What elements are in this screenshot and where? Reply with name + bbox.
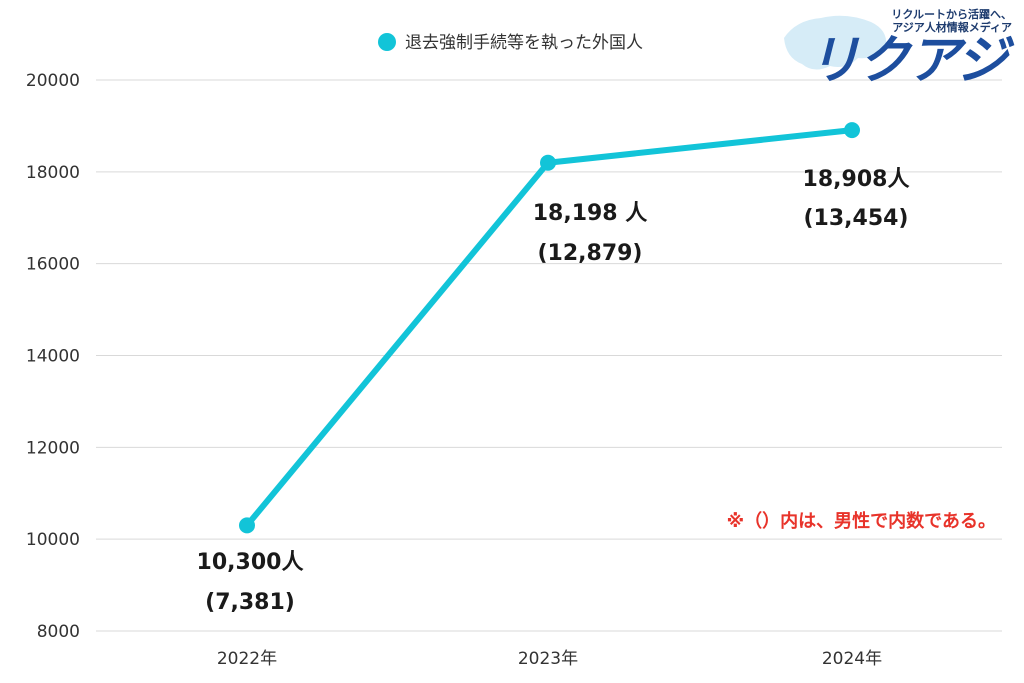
legend: 退去強制手続等を執った外国人	[378, 33, 643, 53]
y-tick-label: 12000	[26, 438, 80, 458]
y-tick-label: 16000	[26, 255, 80, 275]
asia-map-icon	[784, 15, 887, 70]
grid-lines	[96, 79, 1002, 632]
data-label-total: 18,908人	[803, 167, 910, 192]
y-tick-label: 8000	[37, 622, 80, 642]
data-label-total: 18,198 人	[533, 201, 648, 226]
legend-label: 退去強制手続等を執った外国人	[405, 33, 643, 53]
chart-note: ※（）内は、男性で内数である。	[727, 510, 996, 532]
data-labels: 10,300人 (7,381) 18,198 人 (12,879) 18,908人 (13…	[197, 167, 910, 615]
data-label-male: (13,454)	[803, 206, 908, 231]
data-label-total: 10,300人	[197, 550, 304, 575]
x-tick-label: 2022年	[217, 649, 277, 669]
legend-marker	[378, 33, 396, 51]
data-point-1	[540, 154, 556, 171]
data-points	[239, 122, 860, 534]
logo-tagline-2: アジア人材情報メディア	[892, 21, 1012, 34]
y-axis: 8000 10000 12000 14000 16000 18000 20000	[26, 71, 80, 642]
y-tick-label: 10000	[26, 530, 80, 550]
x-tick-label: 2023年	[518, 649, 578, 669]
data-point-2	[844, 122, 860, 139]
series-line	[244, 127, 855, 529]
x-axis: 2022年 2023年 2024年	[217, 649, 882, 669]
y-tick-label: 20000	[26, 71, 80, 91]
data-label-male: (12,879)	[537, 241, 642, 266]
y-tick-label: 14000	[26, 347, 80, 367]
y-tick-label: 18000	[26, 163, 80, 183]
data-label-male: (7,381)	[205, 590, 295, 615]
logo-name: リクアジ	[808, 31, 1008, 91]
series-lines	[244, 127, 855, 529]
x-tick-label: 2024年	[822, 649, 882, 669]
logo-tagline-1: リクルートから活躍へ、	[891, 8, 1012, 21]
logo: リクルートから活躍へ、 アジア人材情報メディア リクアジ	[766, 4, 1016, 96]
data-point-0	[239, 517, 255, 534]
